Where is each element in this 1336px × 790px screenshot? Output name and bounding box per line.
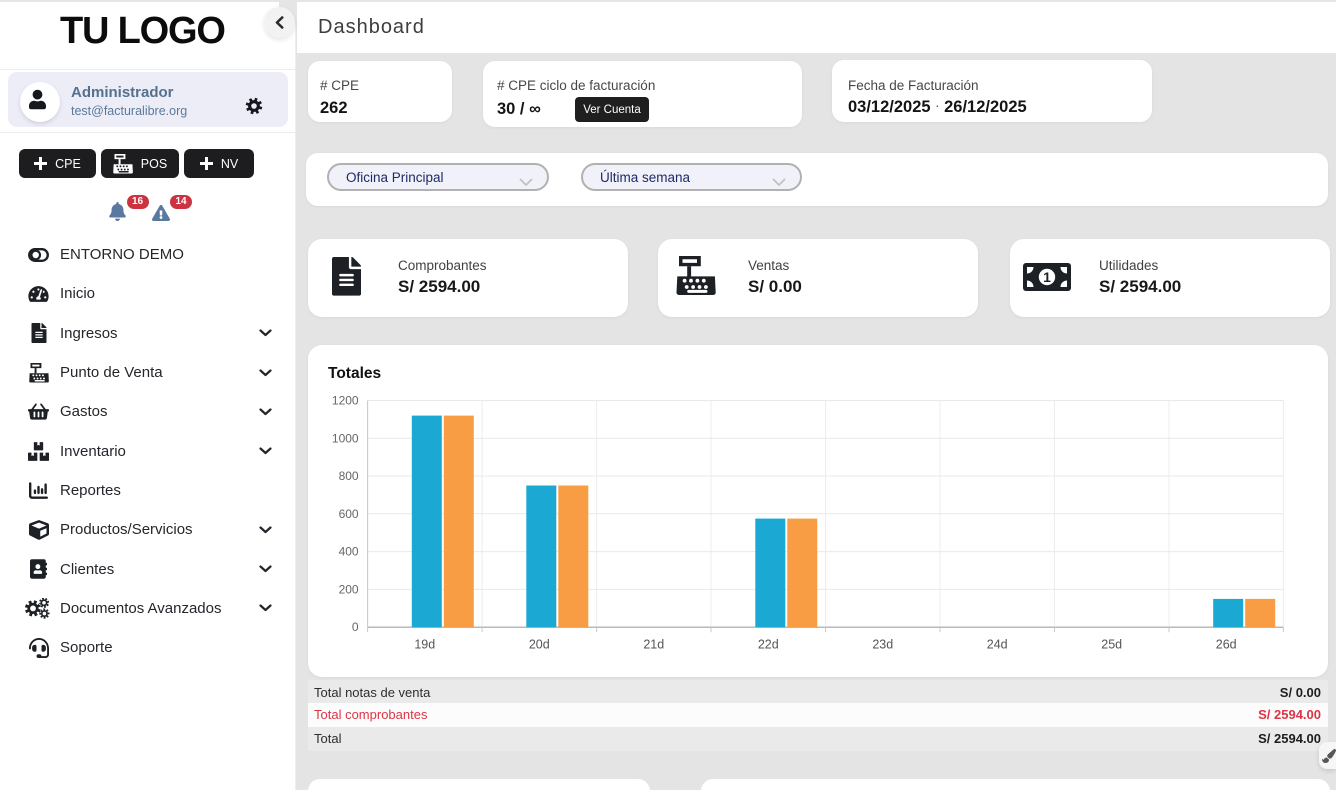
svg-text:26d: 26d xyxy=(1216,638,1237,652)
svg-text:20d: 20d xyxy=(529,638,550,652)
svg-text:23d: 23d xyxy=(872,638,893,652)
svg-text:19d: 19d xyxy=(414,638,435,652)
svg-text:0: 0 xyxy=(352,620,359,634)
svg-text:25d: 25d xyxy=(1101,638,1122,652)
svg-text:1000: 1000 xyxy=(332,431,359,445)
svg-text:200: 200 xyxy=(339,582,359,596)
svg-text:1200: 1200 xyxy=(332,394,359,408)
svg-text:400: 400 xyxy=(339,545,359,559)
svg-text:1: 1 xyxy=(1043,269,1051,285)
svg-text:800: 800 xyxy=(339,469,359,483)
svg-text:21d: 21d xyxy=(643,638,664,652)
svg-text:22d: 22d xyxy=(758,638,779,652)
svg-text:600: 600 xyxy=(339,507,359,521)
svg-text:24d: 24d xyxy=(987,638,1008,652)
